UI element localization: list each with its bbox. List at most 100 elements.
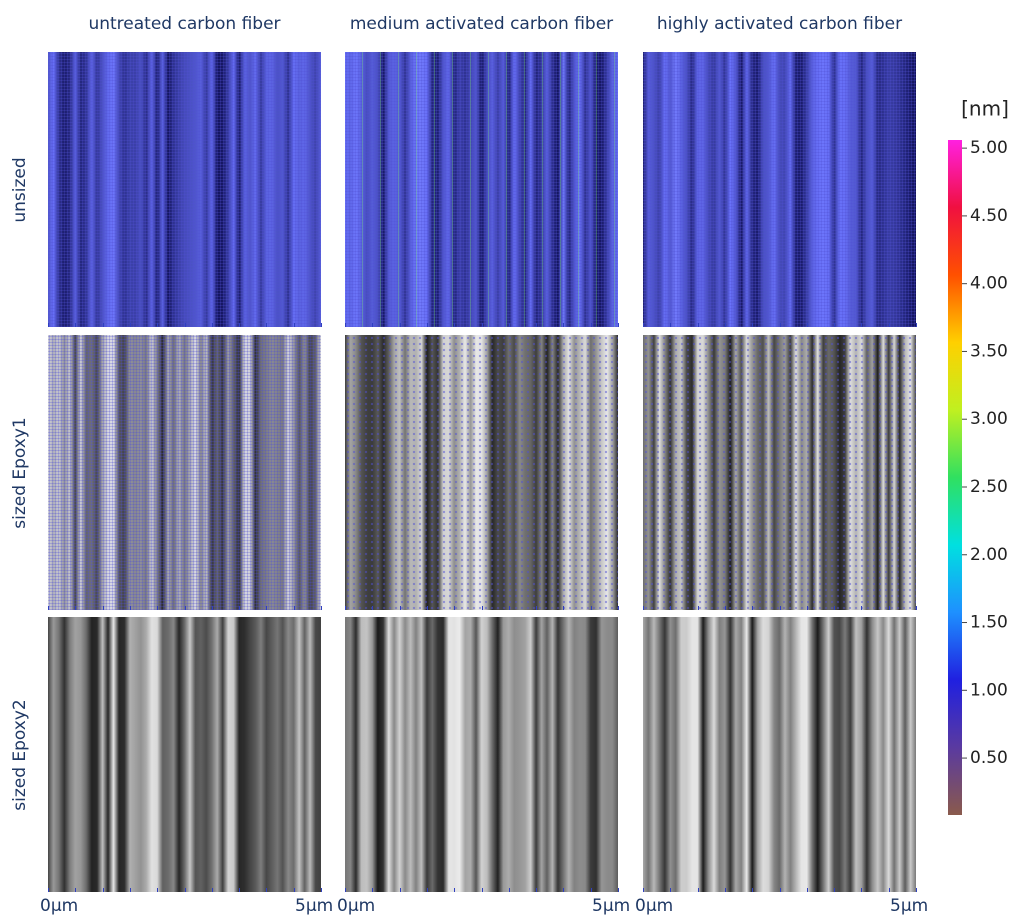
axis-tick [861,606,862,610]
afm-image [345,335,618,610]
axis-tick [454,888,455,892]
axis-tick [563,606,564,610]
axis-tick [239,323,240,327]
x-axis-end: 5µm [295,896,333,916]
axis-tick [889,606,890,610]
colorbar-tick-label: 4.00 [970,274,1008,294]
column-title: medium activated carbon fiber [350,14,613,34]
axis-tick [239,888,240,892]
axis-tick [916,323,917,327]
axis-tick [157,888,158,892]
axis-tick [130,323,131,327]
axis-tick [916,888,917,892]
axis-tick [807,888,808,892]
axis-tick [509,606,510,610]
afm-image [643,52,916,327]
axis-tick [75,888,76,892]
axis-tick [482,606,483,610]
axis-tick [509,323,510,327]
axis-tick [266,606,267,610]
axis-tick [509,888,510,892]
x-axis-start: 0µm [337,896,375,916]
axis-tick [889,888,890,892]
axis-tick [618,323,619,327]
axis-tick [861,323,862,327]
row-label: sized Epoxy1 [10,333,30,613]
axis-tick [103,323,104,327]
colorbar-gradient [948,140,962,815]
axis-tick [618,606,619,610]
axis-tick [861,888,862,892]
axis-tick [563,323,564,327]
axis-tick [212,323,213,327]
axis-tick [130,888,131,892]
axis-tick [321,323,322,327]
colorbar-tick-label: 3.00 [970,409,1008,429]
axis-tick [454,323,455,327]
axis-tick [239,606,240,610]
axis-tick [345,888,346,892]
axis-tick [157,606,158,610]
axis-tick [536,323,537,327]
colorbar-tick-label: 0.50 [970,748,1008,768]
axis-tick [780,606,781,610]
axis-tick [321,606,322,610]
row-label: sized Epoxy2 [10,615,30,895]
axis-tick [345,323,346,327]
axis-tick [725,606,726,610]
axis-tick [752,606,753,610]
axis-tick [563,888,564,892]
colorbar-tick-label: 1.00 [970,680,1008,700]
axis-tick [454,606,455,610]
x-axis-start: 0µm [40,896,78,916]
axis-tick [536,606,537,610]
afm-image [643,617,916,892]
colorbar-tick-label: 3.50 [970,341,1008,361]
x-axis-end: 5µm [592,896,630,916]
axis-tick [752,323,753,327]
colorbar-unit: [nm] [961,97,1009,121]
column-title: untreated carbon fiber [88,14,280,34]
axis-tick [294,323,295,327]
colorbar-tick-label: 2.50 [970,477,1008,497]
axis-tick [725,323,726,327]
column-title: highly activated carbon fiber [657,14,902,34]
axis-tick [75,323,76,327]
axis-tick [185,323,186,327]
axis-tick [157,323,158,327]
axis-tick [103,606,104,610]
axis-tick [427,888,428,892]
axis-tick [212,606,213,610]
colorbar-tick-label: 1.50 [970,613,1008,633]
axis-tick [698,323,699,327]
colorbar-tick-label: 2.00 [970,545,1008,565]
axis-tick [266,323,267,327]
axis-tick [48,888,49,892]
afm-image [345,52,618,327]
axis-tick [698,606,699,610]
axis-tick [834,888,835,892]
colorbar-tick-label: 4.50 [970,206,1008,226]
axis-tick [807,323,808,327]
axis-tick [294,606,295,610]
axis-tick [807,606,808,610]
axis-tick [889,323,890,327]
axis-tick [427,606,428,610]
afm-image [643,335,916,610]
axis-tick [643,888,644,892]
axis-tick [780,323,781,327]
axis-tick [75,606,76,610]
axis-tick [536,888,537,892]
axis-tick [372,888,373,892]
afm-image [48,335,321,610]
row-label: unsized [10,50,30,330]
afm-image [48,52,321,327]
afm-image [48,617,321,892]
axis-tick [400,606,401,610]
axis-tick [591,888,592,892]
axis-tick [482,888,483,892]
axis-tick [591,323,592,327]
axis-tick [618,888,619,892]
axis-tick [643,606,644,610]
axis-tick [266,888,267,892]
